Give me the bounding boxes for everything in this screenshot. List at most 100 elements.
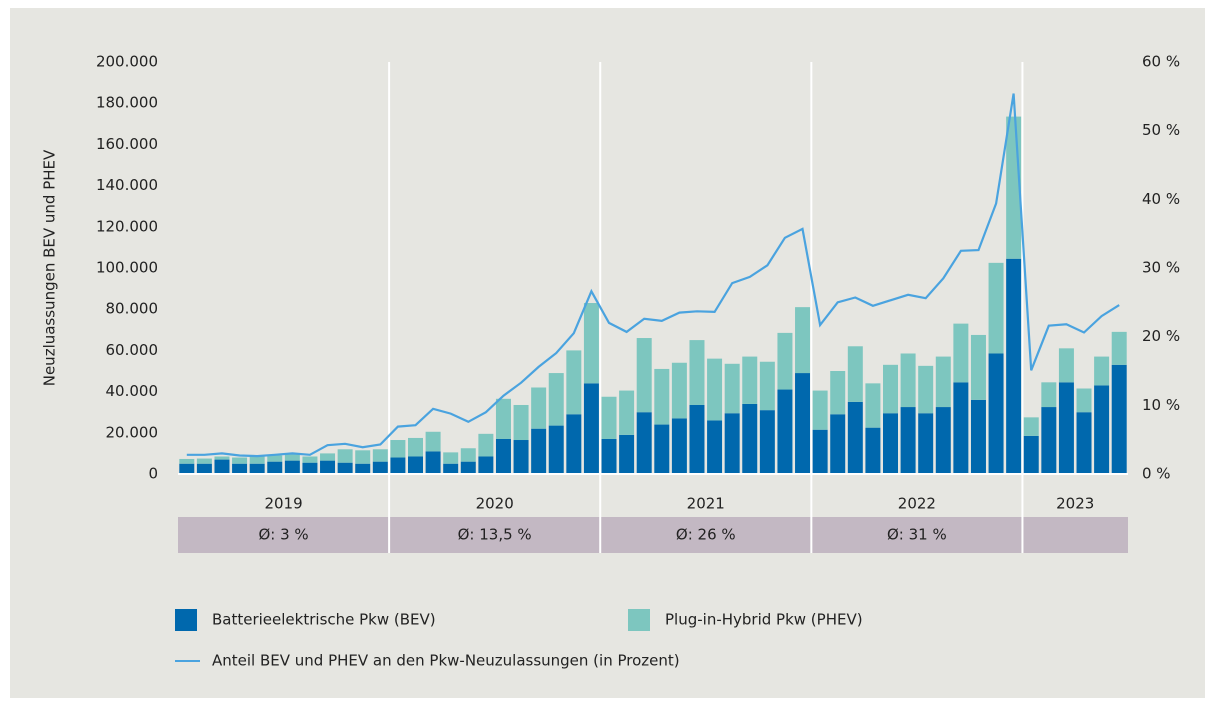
bar-phev [1112,332,1127,365]
year-label: 2020 [476,495,514,513]
bar-bev [267,462,282,474]
bar-bev [883,413,898,474]
bar-phev [619,391,634,435]
bar-phev [1059,348,1074,382]
bar-phev [496,399,511,439]
bar-bev [1006,259,1021,474]
bar-bev [1112,365,1127,474]
bar-phev [654,369,669,425]
y2-tick-label: 60 % [1142,53,1180,71]
bar-bev [813,430,828,474]
bar-bev [1041,407,1056,474]
bar-phev [197,459,212,464]
average-cell [1022,517,1128,553]
bar-bev [232,464,247,474]
bar-phev [795,307,810,373]
y-tick-label: 80.000 [106,300,159,318]
chart: Neuzluassungen BEV und PHEV Batterieelek… [0,0,1215,709]
bar-bev [848,402,863,474]
bar-bev [830,414,845,474]
bar-bev [373,462,388,474]
bar-phev [936,357,951,407]
bar-bev [1059,382,1074,474]
y-tick-label: 200.000 [96,53,158,71]
bar-bev [637,412,652,474]
bar-bev [654,425,669,474]
bar-phev [1077,389,1092,413]
average-label: Ø: 3 % [258,526,308,544]
bar-bev [320,461,335,474]
bar-bev [179,464,194,474]
bar-phev [760,362,775,410]
average-label: Ø: 13,5 % [458,526,532,544]
bar-phev [549,373,564,426]
y-tick-label: 0 [148,465,158,483]
y-axis-label: Neuzluassungen BEV und PHEV [41,149,59,386]
year-label: 2019 [264,495,302,513]
y2-tick-label: 0 % [1142,465,1171,483]
bar-bev [901,407,916,474]
bar-phev [742,357,757,404]
legend-label: Plug-in-Hybrid Pkw (PHEV) [665,611,863,629]
bar-phev [830,371,845,414]
year-label: 2023 [1056,495,1094,513]
bar-phev [953,324,968,383]
bar-bev [408,456,423,474]
y-tick-label: 140.000 [96,176,158,194]
y2-tick-label: 40 % [1142,190,1180,208]
panel [10,8,1205,698]
bar-phev [531,387,546,428]
legend-swatch [175,609,197,631]
bar-phev [267,455,282,461]
bar-bev [355,464,370,474]
bar-phev [566,350,581,414]
bar-phev [848,346,863,402]
bar-bev [584,383,599,474]
bar-bev [478,456,493,474]
bar-bev [514,440,529,474]
bar-phev [725,364,740,413]
bar-phev [179,459,194,464]
bar-phev [883,365,898,413]
bar-phev [320,453,335,460]
y-tick-label: 40.000 [106,382,159,400]
legend-label: Batterieelektrische Pkw (BEV) [212,611,436,629]
bar-bev [1094,385,1109,474]
bar-bev [197,464,212,474]
bar-bev [777,390,792,474]
bar-phev [426,432,441,452]
bar-phev [514,405,529,440]
bar-bev [672,418,687,474]
bar-phev [707,359,722,421]
bar-bev [953,382,968,474]
year-label: 2021 [687,495,725,513]
bar-phev [443,452,458,463]
bar-bev [865,428,880,474]
y-tick-label: 120.000 [96,217,158,235]
bar-phev [461,448,476,461]
y2-tick-label: 30 % [1142,259,1180,277]
bar-phev [584,303,599,383]
bar-phev [408,438,423,457]
bar-bev [760,410,775,474]
y-tick-label: 160.000 [96,135,158,153]
bar-bev [531,429,546,474]
bar-bev [725,413,740,474]
bar-bev [602,439,617,474]
bar-phev [355,450,370,463]
bar-bev [936,407,951,474]
bar-bev [302,463,317,474]
bar-bev [443,464,458,474]
bar-phev [672,363,687,419]
bar-bev [250,464,265,474]
bar-bev [566,414,581,474]
bar-phev [373,449,388,461]
bar-phev [989,263,1004,354]
bar-bev [795,373,810,474]
average-label: Ø: 31 % [887,526,947,544]
bar-phev [214,456,229,459]
bar-phev [338,449,353,462]
y-tick-label: 180.000 [96,94,158,112]
bar-bev [496,439,511,474]
bar-phev [971,335,986,400]
